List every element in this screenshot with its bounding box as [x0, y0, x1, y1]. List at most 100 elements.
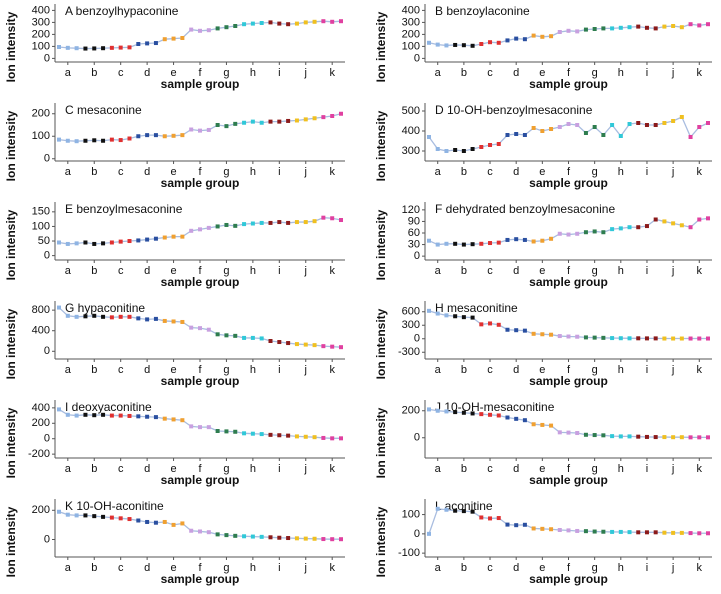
point — [679, 530, 684, 535]
point — [65, 313, 70, 318]
point — [303, 220, 308, 225]
point — [250, 119, 255, 124]
x-tick-label: j — [304, 67, 307, 79]
point — [461, 43, 466, 48]
point — [453, 508, 458, 513]
point — [470, 43, 475, 48]
x-tick-label: c — [487, 67, 493, 79]
point — [180, 418, 185, 423]
point — [136, 414, 141, 419]
point — [540, 34, 545, 39]
x-tick-label: g — [592, 562, 598, 574]
point — [206, 225, 211, 230]
point — [171, 522, 176, 527]
point — [153, 41, 158, 46]
x-tick-label: k — [697, 265, 703, 277]
point — [118, 516, 123, 521]
point — [435, 311, 440, 316]
point — [653, 217, 658, 222]
point — [250, 431, 255, 436]
point — [303, 117, 308, 122]
y-tick-label: 400 — [402, 125, 420, 137]
point — [627, 434, 632, 439]
point — [171, 133, 176, 138]
point — [470, 242, 475, 247]
point — [496, 40, 501, 45]
y-tick-label: 200 — [402, 405, 420, 417]
point — [339, 436, 343, 441]
x-axis-label: sample group — [161, 77, 240, 91]
point — [435, 506, 440, 511]
point — [250, 221, 255, 226]
x-tick-label: k — [329, 463, 335, 475]
x-tick-label: b — [91, 463, 97, 475]
point — [215, 123, 220, 127]
point — [522, 237, 527, 242]
point — [136, 42, 141, 46]
point — [671, 435, 676, 440]
x-tick-label: h — [618, 364, 624, 376]
point — [65, 241, 70, 246]
x-tick-label: h — [250, 463, 256, 475]
point — [57, 509, 61, 514]
point — [215, 532, 220, 537]
point — [671, 336, 676, 341]
point — [171, 234, 176, 239]
x-tick-label: f — [198, 166, 202, 178]
x-tick-label: j — [671, 562, 674, 574]
point — [118, 314, 123, 319]
point — [136, 238, 141, 243]
point — [470, 411, 475, 416]
point — [688, 435, 693, 440]
x-tick-label: f — [198, 562, 202, 574]
point — [277, 21, 282, 26]
x-tick-label: k — [329, 67, 335, 79]
point — [566, 528, 571, 533]
point — [277, 433, 282, 438]
point — [65, 512, 70, 517]
point — [198, 425, 202, 430]
x-tick-label: k — [329, 562, 335, 574]
x-tick-label: c — [487, 463, 493, 475]
y-tick-label: 400 — [32, 402, 50, 414]
point — [601, 335, 606, 340]
point — [531, 422, 536, 427]
point — [514, 523, 519, 528]
point — [610, 227, 615, 232]
point — [277, 340, 282, 345]
point — [294, 536, 299, 541]
y-tick-label: 200 — [32, 28, 50, 40]
y-tick-label: 150 — [32, 206, 50, 218]
x-tick-label: i — [646, 265, 648, 277]
point — [583, 335, 588, 340]
y-tick-label: 100 — [402, 508, 420, 520]
point — [206, 530, 211, 535]
point — [294, 434, 299, 439]
x-tick-label: c — [118, 67, 124, 79]
point — [496, 142, 501, 146]
point — [688, 225, 693, 230]
point — [549, 127, 554, 131]
point — [610, 26, 615, 31]
point — [688, 22, 693, 27]
point — [189, 228, 194, 233]
x-tick-label: j — [304, 265, 307, 277]
point — [549, 34, 554, 39]
point — [312, 116, 317, 121]
point — [453, 410, 458, 415]
y-tick-label: 100 — [32, 220, 50, 232]
point — [461, 509, 466, 514]
point — [242, 534, 247, 539]
point — [65, 412, 70, 417]
point — [101, 241, 106, 246]
x-tick-label: f — [198, 67, 202, 79]
x-tick-label: k — [329, 166, 335, 178]
point — [601, 529, 606, 534]
point — [268, 432, 273, 437]
x-tick-label: e — [171, 562, 177, 574]
x-tick-label: g — [592, 463, 598, 475]
point — [198, 227, 202, 232]
x-axis-label: sample group — [529, 572, 608, 586]
x-tick-label: k — [697, 463, 703, 475]
point — [697, 435, 702, 440]
